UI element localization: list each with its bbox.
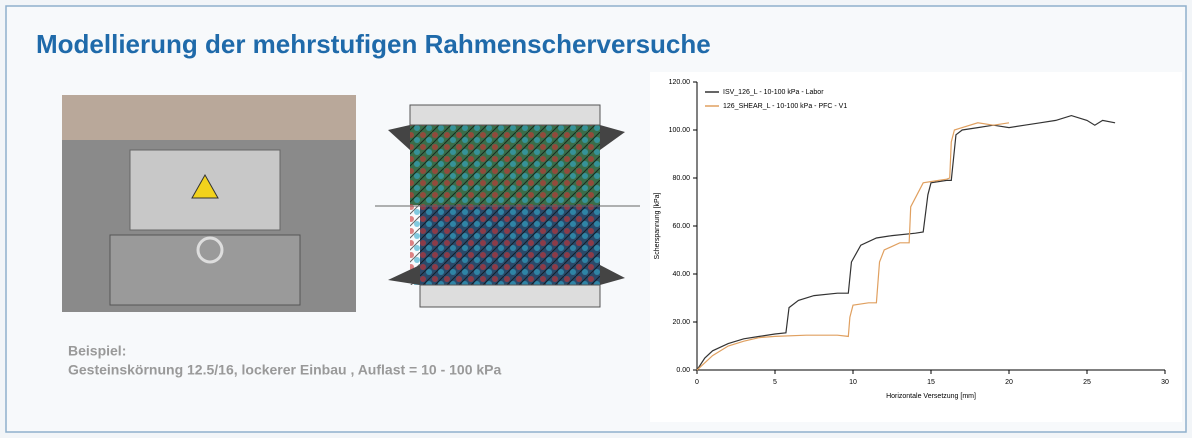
caption-line: Gesteinskörnung 12.5/16, lockerer Einbau…	[68, 362, 501, 378]
slide-title: Modellierung der mehrstufigen Rahmensche…	[36, 29, 711, 59]
apparatus-photo	[62, 95, 356, 312]
x-tick-label: 10	[849, 379, 857, 386]
x-tick-label: 30	[1161, 379, 1169, 386]
y-tick-label: 0.00	[676, 367, 690, 374]
x-tick-label: 0	[695, 379, 699, 386]
slide: Modellierung der mehrstufigen Rahmensche…	[0, 0, 1192, 438]
x-tick-label: 15	[927, 379, 935, 386]
y-tick-label: 60.00	[672, 223, 690, 230]
slide-canvas: Modellierung der mehrstufigen Rahmensche…	[0, 0, 1192, 438]
legend-label: 126_SHEAR_L - 10-100 kPa - PFC - V1	[723, 103, 847, 110]
caption-line: Beispiel:	[68, 343, 126, 359]
x-tick-label: 5	[773, 379, 777, 386]
x-tick-label: 25	[1083, 379, 1091, 386]
x-axis-label: Horizontale Versetzung [mm]	[886, 393, 976, 400]
legend-label: ISV_126_L - 10-100 kPa - Labor	[723, 89, 824, 96]
y-tick-label: 120.00	[669, 79, 691, 86]
simulation-image	[375, 105, 640, 307]
y-tick-label: 40.00	[672, 271, 690, 278]
y-tick-label: 100.00	[669, 127, 691, 134]
x-tick-label: 20	[1005, 379, 1013, 386]
y-tick-label: 80.00	[672, 175, 690, 182]
y-tick-label: 20.00	[672, 319, 690, 326]
y-axis-label: Scherspannung [kPa]	[654, 192, 661, 259]
